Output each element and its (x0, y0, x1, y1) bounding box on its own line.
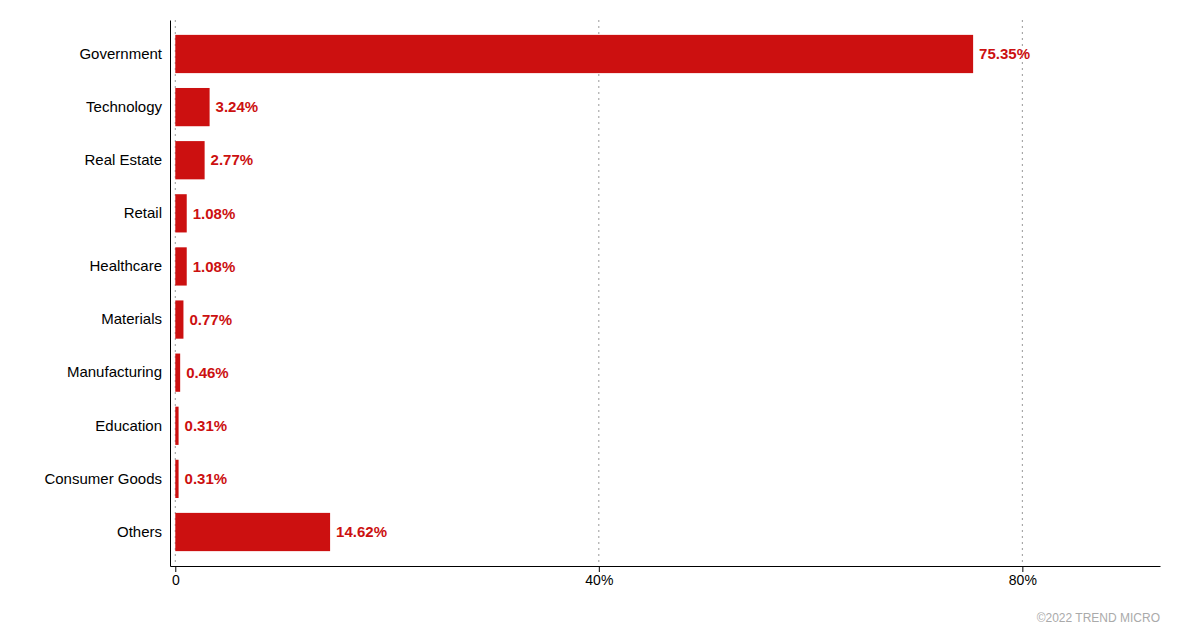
grid-line (1022, 20, 1023, 566)
y-tick: Materials (101, 310, 162, 327)
y-tick: Healthcare (89, 257, 162, 274)
watermark: ©2022 TREND MICRO (1037, 611, 1160, 625)
y-tick-label: Technology (86, 98, 162, 115)
x-tick: 0 (172, 566, 180, 588)
y-tick-label: Others (117, 523, 162, 540)
data-label: 0.31% (185, 470, 228, 487)
bar (175, 141, 204, 179)
bar (175, 407, 178, 445)
y-axis: Others Consumer Goods Education Manufacturi… (44, 21, 170, 567)
data-label: 2.77% (211, 151, 254, 168)
grid-line (598, 20, 599, 566)
bar (175, 460, 178, 498)
y-tick: Real Estate (84, 151, 162, 168)
bars (175, 35, 973, 551)
bar (175, 88, 209, 126)
y-tick-label: Healthcare (89, 257, 162, 274)
y-tick: Consumer Goods (44, 470, 162, 487)
plot: 14.62% 0.31% 0.31% 0.46% 0.77% 1.08% 1.08% 2.77… (44, 20, 1160, 588)
x-tick-label: 0 (172, 572, 180, 588)
y-tick: Education (95, 417, 162, 434)
bar (175, 247, 186, 285)
data-label: 1.08% (193, 258, 236, 275)
y-tick-label: Retail (124, 204, 162, 221)
bar (175, 35, 973, 73)
y-tick: Government (79, 45, 162, 62)
data-label: 0.31% (185, 417, 228, 434)
bar (175, 194, 186, 232)
data-label: 0.77% (189, 311, 232, 328)
y-tick-label: Education (95, 417, 162, 434)
y-axis-line (170, 21, 171, 567)
bar (175, 354, 180, 392)
x-axis-line (171, 566, 1161, 567)
data-labels: 14.62% 0.31% 0.31% 0.46% 0.77% 1.08% 1.08% 2.77… (185, 45, 1030, 540)
x-tick-label: 40% (585, 572, 613, 588)
y-tick: Manufacturing (67, 363, 162, 380)
data-label: 3.24% (216, 98, 259, 115)
grid (175, 20, 1022, 566)
chart: 14.62% 0.31% 0.31% 0.46% 0.77% 1.08% 1.08% 2.77… (0, 0, 1200, 636)
x-axis: 0 40% 80% (171, 566, 1161, 588)
y-tick: Others (117, 523, 162, 540)
x-tick-label: 80% (1009, 572, 1037, 588)
data-label: 75.35% (979, 45, 1030, 62)
bar (175, 513, 330, 551)
y-tick-label: Consumer Goods (44, 470, 162, 487)
data-label: 0.46% (186, 364, 229, 381)
y-tick: Retail (124, 204, 162, 221)
y-tick-label: Materials (101, 310, 162, 327)
y-tick-label: Real Estate (84, 151, 162, 168)
y-tick-label: Government (79, 45, 162, 62)
x-tick: 80% (1009, 566, 1037, 588)
data-label: 1.08% (193, 205, 236, 222)
data-label: 14.62% (336, 523, 387, 540)
y-tick: Technology (86, 98, 162, 115)
bar (175, 300, 183, 338)
y-tick-label: Manufacturing (67, 363, 162, 380)
x-tick: 40% (585, 566, 613, 588)
